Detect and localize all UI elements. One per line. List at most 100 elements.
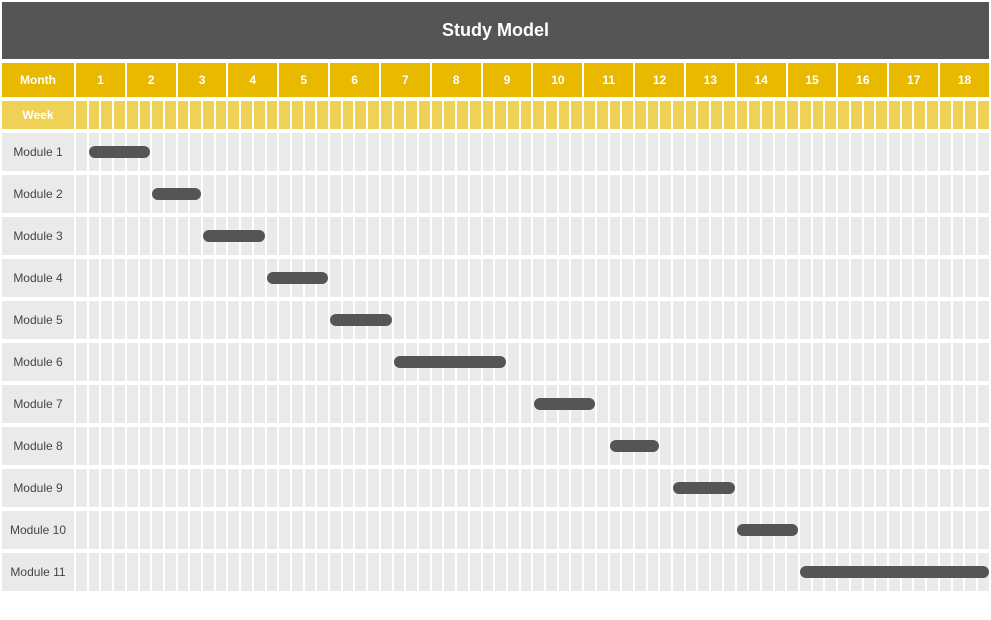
week-cell [292,175,303,213]
month-cell: 18 [940,63,989,97]
gantt-row: Module 8 [2,427,989,465]
week-cell [508,217,519,255]
week-cell [127,469,138,507]
week-cell [254,553,265,591]
week-cell [559,553,570,591]
week-cell [114,259,125,297]
week-cell [953,259,964,297]
week-header-cell [851,101,862,129]
week-cell [241,385,252,423]
week-cell [444,469,455,507]
week-cell [178,469,189,507]
week-cell [775,343,786,381]
week-cell [508,259,519,297]
week-cell [101,427,112,465]
week-cell [864,469,875,507]
week-cell [902,469,913,507]
week-cell [610,301,621,339]
week-cell [673,301,684,339]
row-label: Module 4 [2,259,74,297]
week-cell [521,385,532,423]
week-header-cell [521,101,532,129]
week-cell [978,469,989,507]
week-cell [419,301,430,339]
week-cell [228,301,239,339]
week-header-cell [737,101,748,129]
week-cell [406,301,417,339]
month-cell: 14 [737,63,786,97]
week-cell [965,133,976,171]
week-cell [533,511,544,549]
week-header-row: Week [2,101,989,129]
week-cell [267,301,278,339]
week-cell [927,427,938,465]
week-cell [216,553,227,591]
week-cell [457,133,468,171]
week-cell [508,469,519,507]
month-cell: 3 [178,63,227,97]
gantt-row: Module 7 [2,385,989,423]
week-cell [317,343,328,381]
week-cell [902,133,913,171]
week-cell [800,133,811,171]
week-cell [152,469,163,507]
week-cell [127,385,138,423]
week-cell [597,427,608,465]
week-header-cell [660,101,671,129]
week-cell [864,385,875,423]
week-cell [203,175,214,213]
week-cell [660,217,671,255]
month-cell: 8 [432,63,481,97]
week-header-cell [914,101,925,129]
week-cell [559,133,570,171]
week-header-cell [406,101,417,129]
gantt-row: Module 4 [2,259,989,297]
week-cell [267,427,278,465]
week-cell [686,427,697,465]
week-cell [343,217,354,255]
week-cell [711,511,722,549]
week-cell [508,511,519,549]
week-cell [228,175,239,213]
week-cell [660,427,671,465]
week-cell [737,553,748,591]
week-cell [190,553,201,591]
week-cell [889,217,900,255]
week-cell [686,301,697,339]
week-cell [368,511,379,549]
week-cell [279,553,290,591]
week-cell [190,343,201,381]
week-cell [89,217,100,255]
week-cell [711,259,722,297]
week-cell [470,175,481,213]
week-cell [914,469,925,507]
week-cell [76,427,87,465]
week-cell [203,259,214,297]
week-cell [749,133,760,171]
week-cell [470,385,481,423]
week-cell [825,301,836,339]
week-cell [254,259,265,297]
week-cell [165,259,176,297]
week-cell [267,553,278,591]
week-cell [279,385,290,423]
week-cell [254,469,265,507]
week-cell [622,469,633,507]
week-cell [444,259,455,297]
week-cell [559,217,570,255]
week-cell [978,217,989,255]
week-cell [89,511,100,549]
week-cell [851,217,862,255]
week-cell [178,427,189,465]
week-cell [279,133,290,171]
week-cell [787,175,798,213]
week-header-cell [381,101,392,129]
week-cell [749,175,760,213]
week-cell [851,385,862,423]
week-header-cell [787,101,798,129]
week-cell [787,343,798,381]
row-weeks [76,511,989,549]
week-cell [571,343,582,381]
week-cell [495,469,506,507]
week-header-cell [648,101,659,129]
